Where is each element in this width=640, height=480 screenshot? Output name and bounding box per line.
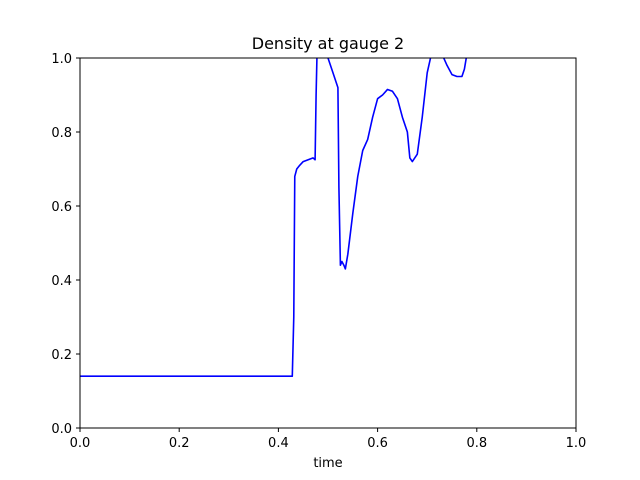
plot-area [79,57,577,429]
y-tick-label: 1.0 [51,52,72,67]
y-tick-label: 0.4 [51,274,72,289]
plot-frame [79,57,577,429]
x-tick-label: 0.4 [268,436,289,451]
x-axis: 0.0 0.2 0.4 0.6 0.8 1.0 [70,428,587,451]
y-tick-label: 0.8 [51,126,72,141]
y-tick-label: 0.0 [51,422,72,437]
series-line [80,58,468,378]
x-tick-label: 1.0 [566,436,587,451]
y-tick-label: 0.6 [51,200,72,215]
x-tick-label: 0.2 [169,436,190,451]
y-axis: 0.0 0.2 0.4 0.6 0.8 1.0 [51,52,80,437]
chart-title: Density at gauge 2 [252,34,404,53]
x-tick-label: 0.6 [367,436,388,451]
x-axis-title: time [313,456,342,471]
x-tick-label: 0.0 [70,436,91,451]
y-tick-label: 0.2 [51,348,72,363]
x-tick-label: 0.8 [466,436,487,451]
